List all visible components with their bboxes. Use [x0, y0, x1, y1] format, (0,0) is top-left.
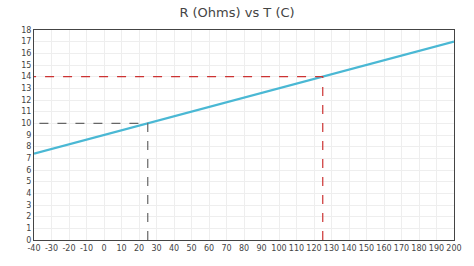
svg-text:15: 15 — [21, 61, 31, 70]
svg-text:130: 130 — [324, 244, 339, 253]
svg-text:30: 30 — [151, 244, 161, 253]
svg-text:1: 1 — [26, 224, 31, 233]
svg-text:180: 180 — [411, 244, 426, 253]
svg-text:10: 10 — [21, 119, 31, 128]
svg-text:80: 80 — [239, 244, 249, 253]
svg-text:40: 40 — [169, 244, 179, 253]
svg-text:-40: -40 — [27, 244, 40, 253]
svg-text:16: 16 — [21, 49, 31, 58]
svg-text:120: 120 — [306, 244, 321, 253]
svg-text:200: 200 — [446, 244, 461, 253]
svg-text:2: 2 — [26, 212, 31, 221]
svg-text:17: 17 — [21, 37, 31, 46]
svg-text:190: 190 — [429, 244, 444, 253]
svg-text:170: 170 — [394, 244, 409, 253]
svg-text:70: 70 — [221, 244, 231, 253]
svg-text:140: 140 — [341, 244, 356, 253]
svg-text:160: 160 — [376, 244, 391, 253]
svg-text:0: 0 — [101, 244, 106, 253]
svg-text:7: 7 — [26, 154, 31, 163]
svg-text:-30: -30 — [45, 244, 58, 253]
svg-text:3: 3 — [26, 201, 31, 210]
svg-text:6: 6 — [26, 166, 31, 175]
svg-text:5: 5 — [26, 177, 31, 186]
svg-text:60: 60 — [204, 244, 214, 253]
svg-text:20: 20 — [134, 244, 144, 253]
svg-text:18: 18 — [21, 26, 31, 35]
svg-text:-10: -10 — [80, 244, 93, 253]
svg-text:12: 12 — [21, 96, 31, 105]
svg-text:R (Ohms) vs T (C): R (Ohms) vs T (C) — [179, 5, 294, 20]
svg-text:9: 9 — [26, 131, 31, 140]
svg-text:8: 8 — [26, 142, 31, 151]
svg-text:13: 13 — [21, 84, 31, 93]
svg-text:110: 110 — [289, 244, 304, 253]
svg-text:150: 150 — [359, 244, 374, 253]
svg-text:-20: -20 — [62, 244, 75, 253]
svg-text:50: 50 — [186, 244, 196, 253]
svg-text:90: 90 — [256, 244, 266, 253]
svg-text:100: 100 — [271, 244, 286, 253]
svg-text:11: 11 — [21, 107, 31, 116]
svg-text:0: 0 — [26, 236, 31, 245]
svg-text:4: 4 — [26, 189, 31, 198]
svg-text:10: 10 — [116, 244, 126, 253]
svg-text:14: 14 — [21, 72, 31, 81]
